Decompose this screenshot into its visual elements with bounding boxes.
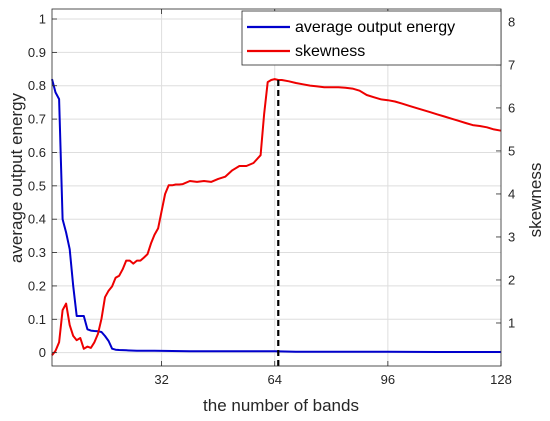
series-layer xyxy=(51,78,502,366)
y-tick-label-right: 4 xyxy=(508,186,515,201)
series-line-skewness xyxy=(51,78,502,356)
x-tick-label: 96 xyxy=(381,372,395,387)
y-tick-label-right: 6 xyxy=(508,100,515,115)
y-tick-label-left: 0.5 xyxy=(28,178,46,193)
y-tick-label-left: 0.4 xyxy=(28,212,46,227)
y-tick-label-left: 0.8 xyxy=(28,78,46,93)
y-tick-label-right: 5 xyxy=(508,143,515,158)
y-tick-label-right: 3 xyxy=(508,229,515,244)
legend-label-skewness: skewness xyxy=(295,43,365,60)
y-tick-label-left: 0.7 xyxy=(28,112,46,127)
x-tick-label: 128 xyxy=(490,372,512,387)
x-axis-title: the number of bands xyxy=(203,396,359,415)
legend-box xyxy=(241,10,502,66)
y-tick-label-right: 2 xyxy=(508,272,515,287)
axes xyxy=(51,8,502,367)
ticks: 32 64 96 12800.10.20.30.40.50.60.70.80.9112… xyxy=(28,9,515,387)
y-tick-label-right: 1 xyxy=(508,315,515,330)
y-axis-title-right: skewness xyxy=(526,163,545,238)
y-tick-label-left: 0.6 xyxy=(28,145,46,160)
y-axis-title-left: average output energy xyxy=(7,92,26,263)
y-tick-label-left: 0 xyxy=(39,345,46,360)
y-tick-label-left: 0.2 xyxy=(28,278,46,293)
y-tick-label-left: 0.9 xyxy=(28,45,46,60)
x-tick-label: 32 xyxy=(154,372,168,387)
y-tick-label-right: 8 xyxy=(508,14,515,29)
y-tick-label-left: 0.1 xyxy=(28,312,46,327)
y-tick-label-right: 7 xyxy=(508,57,515,72)
series-line-average-output-energy xyxy=(51,78,501,353)
y-tick-label-left: 0.3 xyxy=(28,245,46,260)
y-tick-label-left: 1 xyxy=(39,12,46,27)
legend: average output energy skewness xyxy=(241,10,502,66)
plot-frame xyxy=(51,8,502,367)
x-tick-label: 64 xyxy=(267,372,281,387)
legend-label-average-output-energy: average output energy xyxy=(295,19,455,36)
